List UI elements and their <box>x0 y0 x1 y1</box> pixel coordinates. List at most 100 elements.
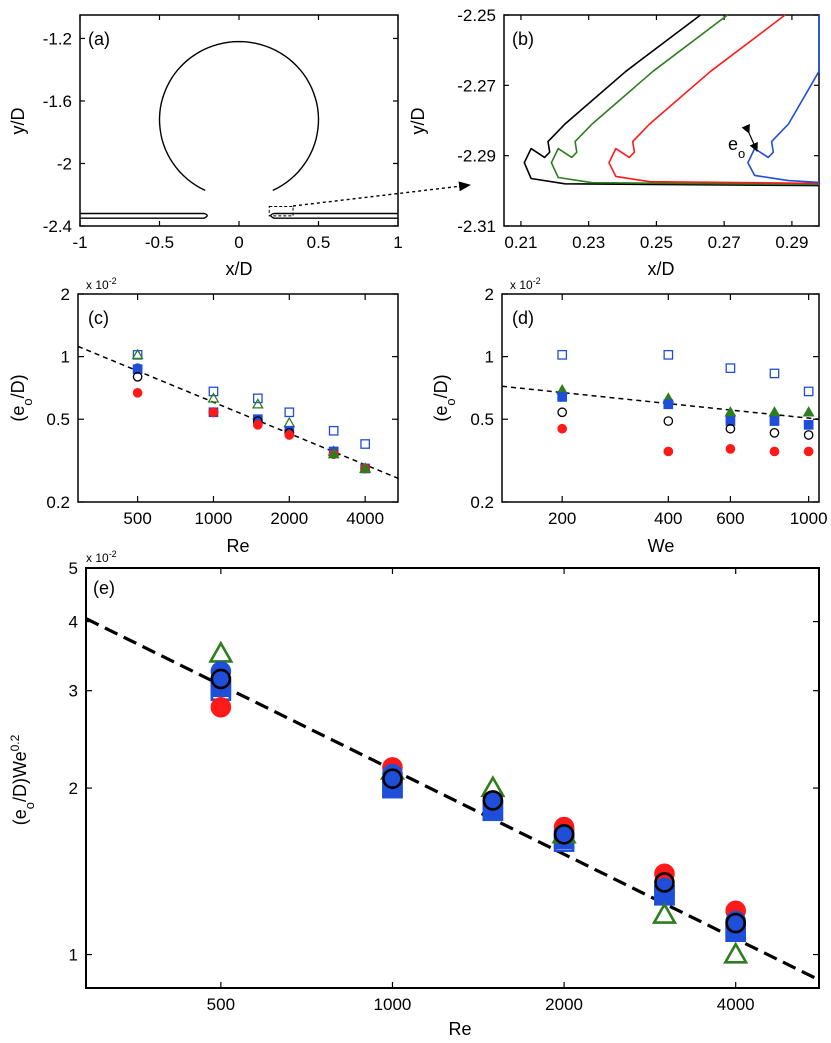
data-point-filled-circle <box>252 419 263 430</box>
y-tick-label: -1.2 <box>43 29 72 48</box>
data-point-open-circle <box>663 416 674 426</box>
y-tick-label: -2.31 <box>457 217 496 236</box>
zoom-box <box>268 205 294 217</box>
data-point-open-circle <box>132 371 143 382</box>
x-tick-label: 1000 <box>195 509 233 528</box>
y-tick-label: 0.2 <box>470 493 494 512</box>
data-point-open-square <box>769 368 780 379</box>
data-point-open-triangle <box>283 416 296 428</box>
panel-e: (e) x 10-2 500 1000 2000 4000 1 2 3 4 5 Re (eo/D… <box>8 549 820 1039</box>
panel-b-ticks: 0.21 0.23 0.25 0.27 0.29 -2.31 -2.29 -2.27 -2.25 <box>457 6 819 252</box>
data-point-filled-triangle <box>768 406 781 417</box>
y-tick-label: 0.5 <box>470 410 494 429</box>
data-point-filled-circle <box>663 446 674 457</box>
data-point-filled-circle <box>803 446 814 457</box>
x-tick-label: -1 <box>72 233 87 252</box>
x-tick-label: 0.23 <box>572 233 605 252</box>
panel-e-content <box>85 617 820 982</box>
data-point-open-square <box>252 393 263 404</box>
film-left <box>80 212 208 219</box>
data-point-filled-square <box>557 392 568 402</box>
panel-a: (a) -1 -0.5 0 0.5 1 -2.4 -2 -1.6 -1.2 x/D y/D <box>8 14 403 279</box>
data-point-filled-triangle <box>724 406 737 417</box>
y-tick-label: 5 <box>69 559 78 578</box>
panel-b-content <box>523 14 820 187</box>
data-point-open-circle <box>382 768 403 789</box>
panel-a-frame <box>79 14 399 227</box>
zoom-arrow <box>292 181 471 207</box>
data-point-open-triangle <box>208 640 234 663</box>
panel-a-label: (a) <box>88 29 110 49</box>
panel-b: (b) 0.21 0.23 0.25 0.27 0.29 -2.31 -2.29 -2.27 -… <box>408 6 820 279</box>
interface-profile <box>608 14 820 185</box>
data-point-filled-circle <box>132 363 143 374</box>
y-tick-label: 1 <box>485 348 494 367</box>
panel-a-content <box>80 40 398 219</box>
x-tick-label: 0.25 <box>640 233 673 252</box>
data-point-open-circle <box>553 823 575 845</box>
y-tick-label: -2.29 <box>457 147 496 166</box>
x-tick-label: 200 <box>548 509 576 528</box>
y-tick-label: -2.25 <box>457 6 496 25</box>
y-tick-label: -2 <box>57 154 72 173</box>
x-tick-label: 0 <box>234 233 243 252</box>
panel-a-ticks: -1 -0.5 0 0.5 1 -2.4 -2 -1.6 -1.2 <box>43 15 403 252</box>
panel-a-xlabel: x/D <box>226 259 253 279</box>
interface-profile <box>747 15 820 184</box>
data-point-open-square <box>328 425 339 436</box>
data-point-open-circle <box>210 668 232 690</box>
x-tick-label: 0.29 <box>775 233 808 252</box>
panel-c-multiplier: x 10-2 <box>86 276 117 292</box>
data-point-open-square <box>725 363 736 374</box>
data-point-filled-triangle <box>359 462 372 473</box>
panel-d-ticks: 200 400 600 1000 0.2 0.5 1 2 <box>470 285 827 528</box>
panel-d-xlabel: We <box>648 536 675 556</box>
data-point-filled-circle <box>210 696 232 718</box>
y-tick-label: 4 <box>69 613 78 632</box>
thickness-arrow <box>741 123 758 152</box>
panel-a-ylabel: y/D <box>8 107 28 134</box>
data-point-filled-circle <box>557 423 568 434</box>
panel-e-ylabel: (eo/D)We0.2 <box>8 734 37 825</box>
x-tick-label: 0.5 <box>307 233 331 252</box>
data-point-filled-circle <box>208 407 219 418</box>
panel-d-ylabel: (eo/D) <box>431 374 458 421</box>
fit-line <box>501 385 820 420</box>
data-point-filled-circle <box>284 430 295 440</box>
drop-outline <box>158 40 320 192</box>
data-point-filled-triangle <box>327 447 340 459</box>
y-tick-label: 0.5 <box>46 410 70 429</box>
data-point-open-circle <box>557 407 568 418</box>
panel-b-label: (b) <box>512 29 534 49</box>
panel-e-xlabel: Re <box>448 1019 471 1039</box>
y-tick-label: 1 <box>69 946 78 965</box>
panel-e-multiplier: x 10-2 <box>86 549 117 565</box>
data-point-open-triangle <box>207 392 220 403</box>
fit-line <box>85 617 820 982</box>
thickness-annotation: eo <box>728 134 745 161</box>
data-point-open-square <box>557 349 568 360</box>
data-point-open-triangle <box>251 398 264 409</box>
x-tick-label: 4000 <box>717 995 755 1014</box>
y-tick-label: -2.4 <box>43 217 72 236</box>
y-tick-label: 0.2 <box>46 493 70 512</box>
y-tick-label: 1 <box>61 348 70 367</box>
data-point-open-square <box>360 439 371 449</box>
x-tick-label: 0.21 <box>504 233 537 252</box>
data-point-filled-square <box>663 399 674 410</box>
panel-b-ylabel: y/D <box>408 107 428 134</box>
data-point-filled-circle <box>132 387 143 398</box>
data-point-open-circle <box>654 872 675 893</box>
x-tick-label: -0.5 <box>145 233 174 252</box>
x-tick-label: 1000 <box>374 995 412 1014</box>
panel-c-frame <box>77 293 399 503</box>
x-tick-label: 500 <box>207 995 235 1014</box>
panel-e-ticks: 500 1000 2000 4000 1 2 3 4 5 <box>69 559 819 1014</box>
y-tick-label: 2 <box>69 779 78 798</box>
x-tick-label: 0.27 <box>708 233 741 252</box>
x-tick-label: 4000 <box>346 509 384 528</box>
data-point-filled-square <box>803 419 814 430</box>
fit-line <box>77 345 399 479</box>
panel-c-content <box>77 345 399 479</box>
